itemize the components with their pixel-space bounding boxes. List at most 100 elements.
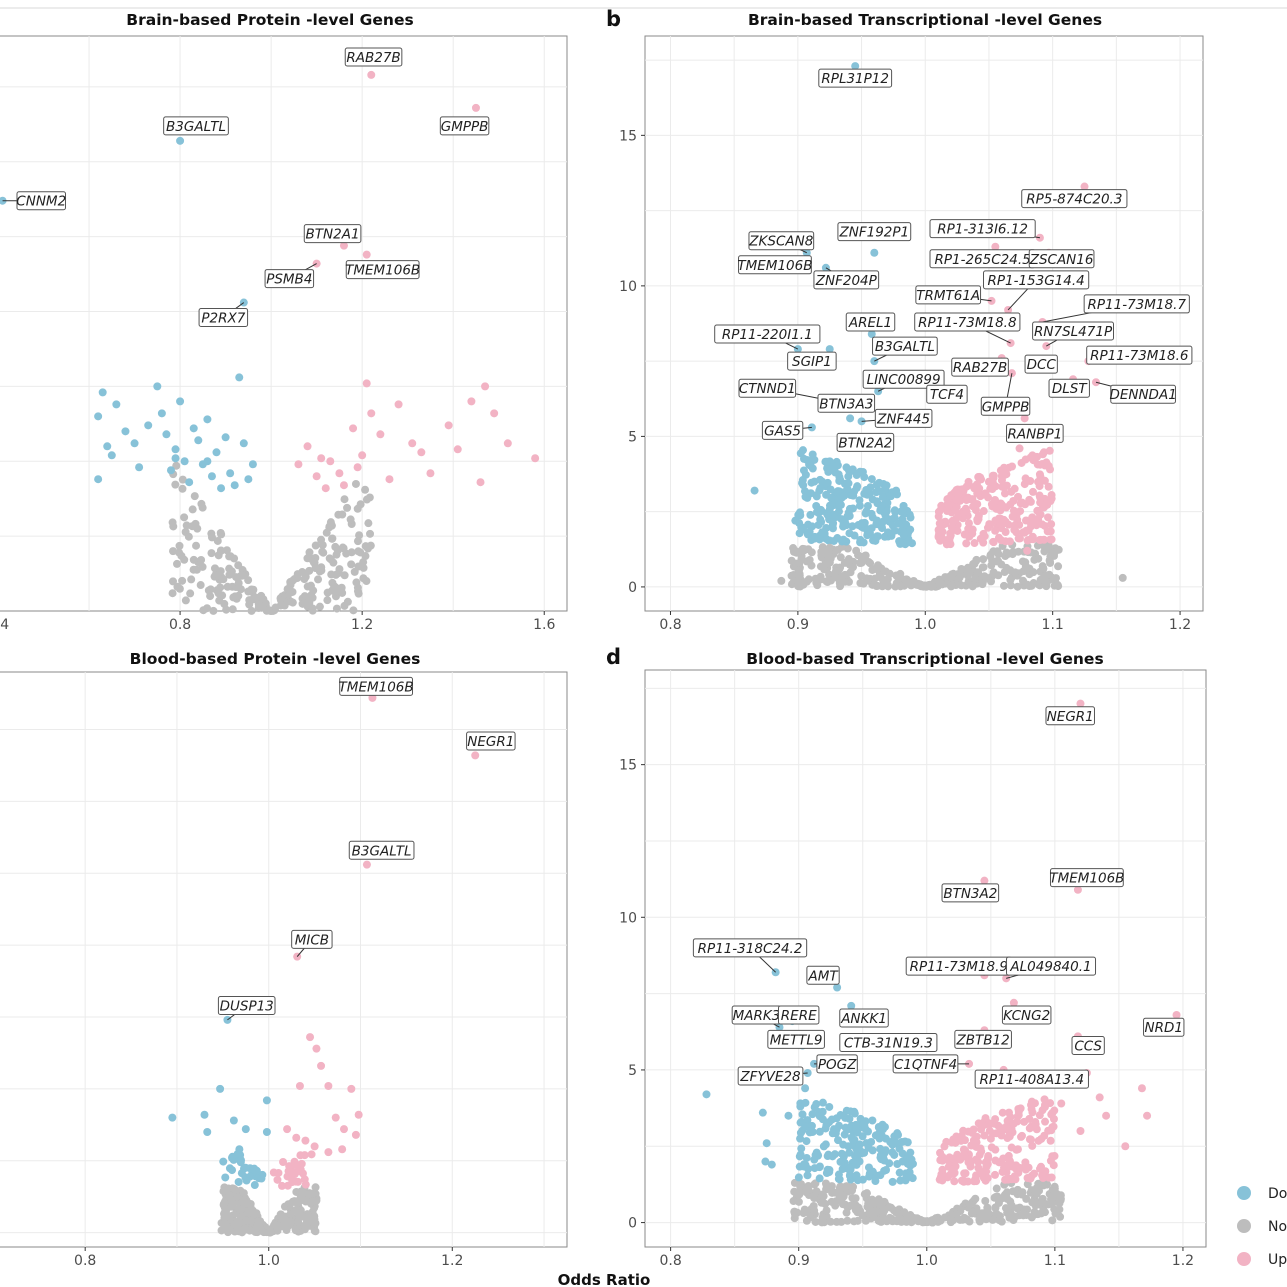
gene-label-box: [1006, 423, 1064, 443]
point-up: [989, 498, 998, 507]
point-up: [976, 534, 985, 543]
point-nosig: [247, 585, 256, 594]
point-down: [832, 462, 841, 471]
legend-label-down: Down: [1268, 1186, 1287, 1202]
point-down: [230, 481, 239, 490]
point-rpl31p12: [851, 62, 860, 71]
point-up: [1036, 498, 1045, 507]
gene-label-box: [692, 938, 808, 958]
point-up: [986, 484, 995, 493]
point-up: [1014, 1107, 1023, 1116]
point-up: [1023, 1174, 1032, 1183]
point-down: [262, 1128, 271, 1136]
point-up: [1040, 476, 1049, 485]
point-btn2a1: [339, 241, 348, 250]
point-nosig: [287, 597, 296, 606]
point-down: [185, 478, 194, 487]
point-nosig: [861, 1216, 870, 1225]
x-tick-label: 0.8: [659, 1253, 681, 1269]
point-down: [833, 487, 842, 496]
point-nosig: [822, 1181, 831, 1190]
point-down: [212, 448, 221, 457]
x-tick-label: 0.9: [788, 1253, 810, 1269]
point-down: [812, 501, 821, 510]
point-up: [974, 1158, 983, 1167]
point-down: [826, 485, 835, 494]
point-down: [762, 1139, 771, 1148]
gene-label: RP11-73M18.8: [918, 315, 1016, 331]
point-tmem106b: [362, 250, 371, 259]
point-gmppb: [471, 103, 480, 112]
point-nosig: [346, 515, 355, 524]
point-down: [237, 1169, 246, 1178]
gene-label-box: [974, 1069, 1089, 1089]
point-up: [385, 475, 394, 484]
point-up: [1032, 521, 1041, 530]
point-nosig: [184, 532, 193, 541]
point-up: [1095, 1093, 1104, 1102]
point-down: [890, 513, 899, 522]
gene-label-box: [954, 1029, 1012, 1049]
point-up: [1034, 515, 1043, 524]
gene-label: MARK3: [733, 1008, 781, 1024]
point-b3galtl: [176, 136, 185, 145]
point-up: [306, 1033, 315, 1042]
point-nosig: [221, 1207, 230, 1216]
point-up: [1014, 492, 1023, 501]
point-nosig: [220, 599, 229, 608]
point-up: [279, 1157, 288, 1166]
point-nosig: [297, 1193, 306, 1202]
gene-label: ZNF204P: [815, 273, 878, 289]
x-tick-label: 1.1: [1042, 617, 1064, 633]
point-negr1: [471, 751, 480, 760]
point-nosig: [857, 558, 866, 567]
gene-label: P2RX7: [201, 311, 245, 327]
point-down: [94, 412, 103, 421]
point-nosig: [323, 588, 332, 597]
point-nosig: [364, 519, 373, 528]
point-nosig: [802, 1216, 811, 1225]
point-down: [244, 475, 253, 484]
point-nosig: [852, 546, 861, 555]
point-down: [226, 469, 235, 478]
point-nosig: [1030, 555, 1039, 564]
point-up: [962, 507, 971, 516]
point-nosig: [209, 606, 218, 615]
point-down: [808, 450, 817, 459]
gene-label: RP11-318C24.2: [698, 941, 803, 957]
gene-label-box: [914, 312, 1021, 332]
point-up: [1040, 1100, 1049, 1109]
point-nosig: [172, 461, 181, 470]
point-up: [324, 1082, 333, 1090]
point-nosig: [361, 485, 370, 494]
point-up: [1018, 498, 1027, 507]
gene-label: DCC: [1027, 357, 1057, 373]
x-tick-label: 1.0: [914, 617, 936, 633]
point-nosig: [841, 570, 850, 579]
point-up: [1076, 1126, 1085, 1135]
point-up: [317, 454, 326, 463]
gene-label-box: [1086, 345, 1193, 365]
point-nosig: [359, 574, 368, 583]
point-up: [1050, 1106, 1059, 1115]
point-down: [805, 460, 814, 469]
point-nosig: [947, 582, 956, 591]
point-nosig: [790, 1187, 799, 1196]
x-tick-label: 0.4: [0, 617, 9, 633]
point-up: [317, 1061, 326, 1070]
point-up: [417, 448, 426, 457]
point-nosig: [842, 1208, 851, 1217]
point-down: [821, 1124, 830, 1133]
point-up: [989, 471, 998, 480]
point-nosig: [343, 503, 352, 512]
gene-label: BTN3A2: [943, 886, 997, 902]
point-nosig: [196, 581, 205, 590]
gene-label-box: [874, 408, 933, 428]
point-down: [203, 457, 212, 466]
point-nosig: [794, 566, 803, 575]
point-nosig: [298, 1212, 307, 1221]
gene-label: RANBP1: [1007, 426, 1062, 442]
point-sgip1: [825, 345, 834, 354]
point-nosig: [349, 606, 358, 615]
